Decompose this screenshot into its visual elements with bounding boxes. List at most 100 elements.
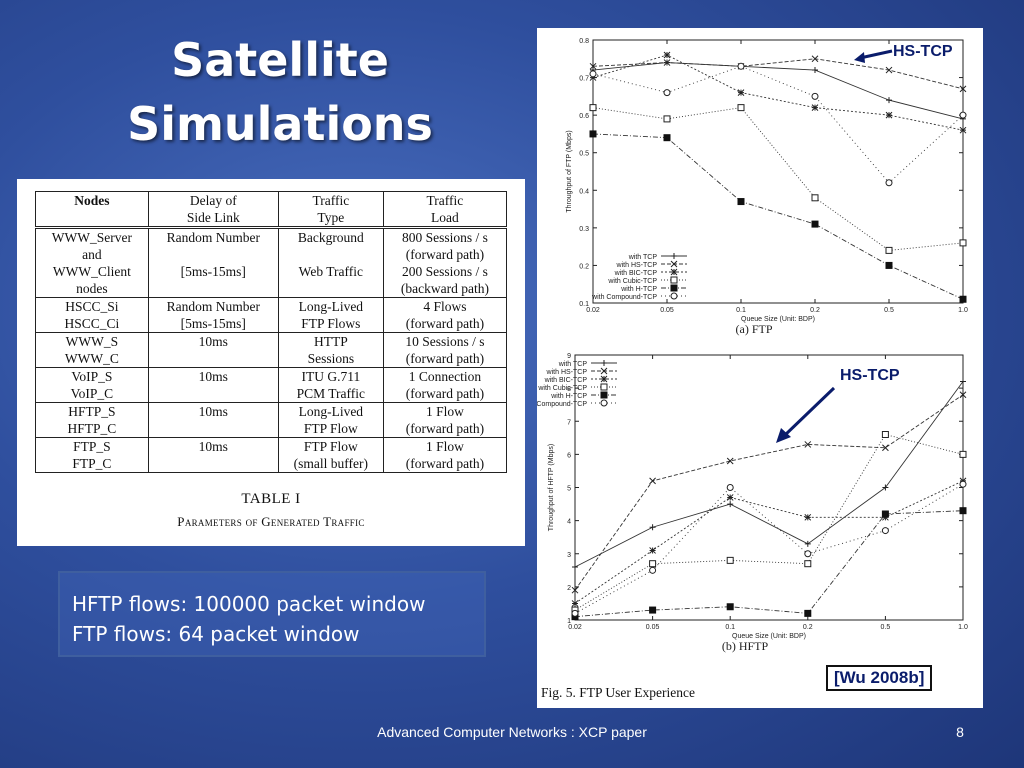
table-cell: 10ms [147,367,279,403]
table-cell: 800 Sessions / s (forward path) 200 Sess… [382,227,508,298]
chart-1-data-point [811,220,819,228]
table-cell: VoIP_S VoIP_C [35,367,149,403]
chart-1-y-tick-label: 0.3 [579,226,589,233]
arrow-icon [854,49,893,63]
slide-title: Satellite Simulations [80,28,480,156]
table-caption-title: TABLE I [241,491,301,507]
throughput-figure-panel: 0.1 0.2 0.3 0.4 0.5 0.6 0.7 0.8 0.02 0.05 0.1 0.2 0.… [537,28,983,708]
footer-text: Advanced Computer Networks : XCP paper [377,724,647,740]
table-cell: Background Web Traffic [277,227,384,298]
chart-2-legend-marker [600,391,608,399]
page-number: 8 [956,724,964,740]
chart-1-data-point [811,55,819,63]
chart-2-y-tick-label: 6 [567,452,571,459]
chart-2-y-tick-label: 9 [567,353,571,360]
table-caption-subtitle: Parameters of Generated Traffic [177,514,365,529]
chart-2-data-point [881,527,889,535]
table-cell: 1 Connection (forward path) [382,367,508,403]
chart-1-data-point [959,239,967,247]
table-cell: Long-Lived FTP Flows [277,297,384,333]
chart-1-y-tick-label: 0.4 [579,188,589,195]
table-cell: 1 Flow (forward path) [382,402,508,438]
chart-2-y-tick-label: 7 [567,419,571,426]
chart-1-legend-label: with H-TCP [620,286,657,293]
chart-2-legend-label: with H-TCP [550,393,587,400]
chart-2-legend-label: with Cubic-TCP [537,385,587,392]
chart-1-data-point [811,92,819,100]
chart-2-data-point [882,484,889,491]
chart-2-y-tick-label: 1 [567,618,571,625]
chart-1-x-tick-label: 0.2 [810,307,820,314]
chart-1-data-point [589,62,597,70]
chart-2-data-point [649,606,657,614]
chart-2-data-point [726,484,734,491]
table-header-row: Nodes Delay of Side Link Traffic Type Tr… [35,191,508,229]
title-line-1: Satellite [171,33,389,87]
chart-2-data-point [959,391,967,399]
hs-tcp-callout-top: HS-TCP [893,43,953,60]
chart-1-y-tick-label: 0.7 [579,76,589,83]
chart-1-data-point [886,97,892,104]
chart-1-y-tick-label: 0.6 [579,113,589,120]
figure-caption: Fig. 5. FTP User Experience [541,685,695,700]
chart-2-data-point [727,501,734,508]
chart-1-data-point [959,85,967,93]
table-row: WWW_Server and WWW_Client nodes Random N… [35,227,508,298]
table-cell: 4 Flows (forward path) [382,297,508,333]
chart-1-data-point [959,295,967,303]
chart-2-data-point [726,494,734,501]
chart-1-series-line [592,58,964,90]
chart-2-y-tick-label: 2 [567,585,571,592]
chart-2-legend-label: with Compound-TCP [537,401,587,408]
table-cell: HTTP Sessions [277,332,384,368]
table-row: WWW_S WWW_C 10ms HTTP Sessions 10 Sessio… [35,332,508,368]
chart-2-data-point [649,547,656,554]
chart-1-x-axis-label: Queue Size (Unit: BDP) [741,316,815,323]
chart-2-data-point [881,431,889,438]
table-header-cell: Traffic Type [277,191,384,229]
chart-2-data-point [804,441,812,448]
chart-1-data-point [589,104,597,112]
chart-1-data-point [885,111,893,119]
table-cell: FTP Flow (small buffer) [277,437,384,473]
chart-2-plot-frame [574,354,964,621]
chart-1-data-point [885,246,893,254]
chart-2-legend-marker [600,383,608,391]
throughput-charts-svg: 0.1 0.2 0.3 0.4 0.5 0.6 0.7 0.8 0.02 0.05 0.1 0.2 0.… [537,38,968,653]
chart-2-data-point [804,560,812,568]
table-cell: WWW_S WWW_C [35,332,149,368]
chart-1-x-tick-label: 0.05 [660,307,674,314]
chart-1-data-point [663,89,671,97]
chart-2-series-line [574,483,964,614]
chart-1-legend-label: with Cubic-TCP [607,278,657,285]
chart-2-data-point [649,524,656,531]
window-size-note: HFTP flows: 100000 packet window FTP flo… [58,571,486,657]
chart-1-legend-marker [670,268,678,276]
parameters-table-panel: Nodes Delay of Side Link Traffic Type Tr… [17,179,525,546]
chart-2-y-axis-label: Throughput of HFTP (Mbps) [548,444,555,531]
chart-2-data-point [882,444,889,452]
chart-1-data-point [663,134,671,142]
chart-1-data-point [737,62,745,70]
arrow-icon [776,386,836,443]
chart-1-data-point [589,70,597,78]
chart-1-legend-marker [670,292,678,300]
table-header-cell: Traffic Load [382,191,508,229]
chart-2-data-point [726,556,734,564]
note-line-ftp: FTP flows: 64 packet window [72,622,360,646]
chart-2-y-tick-label: 3 [567,552,571,559]
chart-2-series-line [574,480,964,604]
chart-2-series-line [574,381,964,568]
chart-2-x-tick-label: 0.5 [881,624,891,631]
table-cell: HFTP_S HFTP_C [35,402,149,438]
chart-2-data-point [571,609,579,617]
chart-1-data-point [663,51,671,59]
chart-1-legend-label: with TCP [628,254,658,261]
chart-1-data-point [959,111,967,119]
chart-2-data-point [804,540,811,547]
reference-label: [Wu 2008b] [826,665,933,691]
table-cell: 10ms [147,332,279,368]
chart-1-data-point [885,261,893,269]
chart-2-legend-marker [601,360,607,366]
chart-1-series-line [592,65,964,184]
